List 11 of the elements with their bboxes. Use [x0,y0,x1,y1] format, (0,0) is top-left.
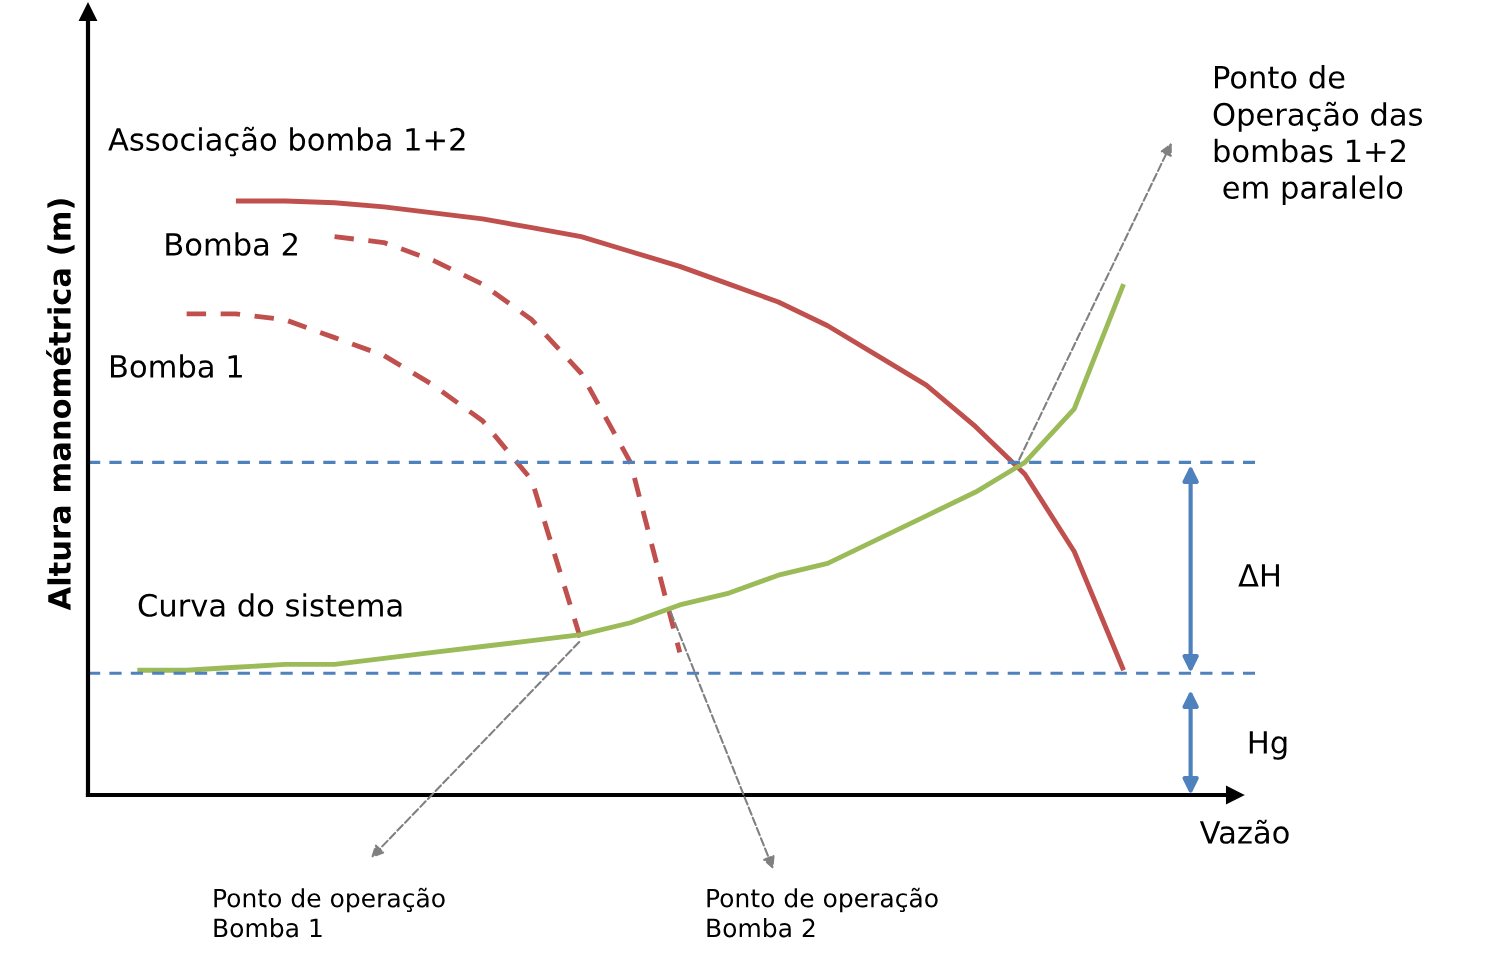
series-label: Bomba 2 [166,232,297,256]
y-axis-title: Altura manométrica (m) [46,199,75,611]
x-axis-title: Vazão [1199,819,1289,844]
series-label: Bomba 1 [111,354,242,378]
annotation: Hg [1249,731,1287,760]
annotation: ΔH [1238,564,1279,587]
series-label: Curva do sistema [138,593,402,617]
text: Ponto de operação Bomba 1 [214,887,445,938]
annotation: Ponto de Operação das bombas 1+2 em paralelo [1213,65,1423,205]
text: Ponto de operação Bomba 2 [707,887,938,938]
series-label: Associação bomba 1+2 [108,126,465,157]
